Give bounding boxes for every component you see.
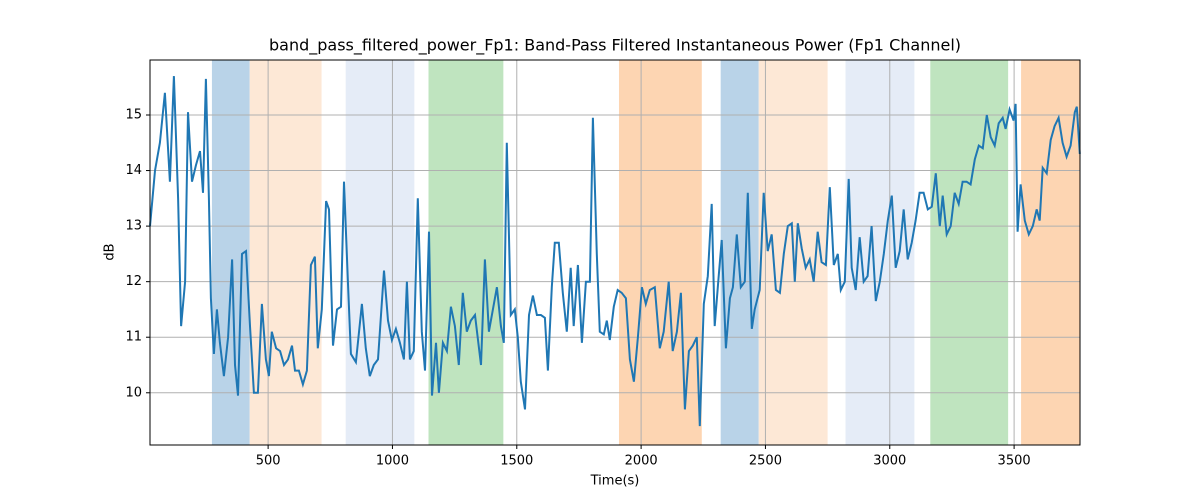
y-tick-label: 13 xyxy=(125,219,142,234)
highlight-span xyxy=(845,60,915,445)
x-tick-label: 1000 xyxy=(376,454,409,469)
x-tick-label: 2500 xyxy=(749,454,782,469)
highlight-span xyxy=(618,60,702,445)
highlight-span xyxy=(249,60,322,445)
x-tick-label: 3500 xyxy=(998,454,1031,469)
highlight-span xyxy=(930,60,1009,445)
x-tick-label: 1500 xyxy=(500,454,533,469)
data-line xyxy=(149,76,1081,427)
x-tick-label: 500 xyxy=(256,454,281,469)
y-tick-label: 14 xyxy=(125,163,142,178)
y-tick-label: 12 xyxy=(125,274,142,289)
chart-title: band_pass_filtered_power_Fp1: Band-Pass … xyxy=(269,36,961,56)
highlight-span xyxy=(1021,60,1080,445)
highlight-span xyxy=(720,60,759,445)
x-tick-label: 2000 xyxy=(625,454,658,469)
highlight-span xyxy=(428,60,504,445)
x-tick-label: 3000 xyxy=(873,454,906,469)
y-tick-label: 10 xyxy=(125,385,142,400)
y-tick-label: 15 xyxy=(125,108,142,123)
y-axis-label: dB xyxy=(103,243,118,260)
highlight-span xyxy=(345,60,415,445)
y-tick-label: 11 xyxy=(125,330,142,345)
x-axis-label: Time(s) xyxy=(590,474,640,489)
plot-frame xyxy=(149,59,1081,446)
